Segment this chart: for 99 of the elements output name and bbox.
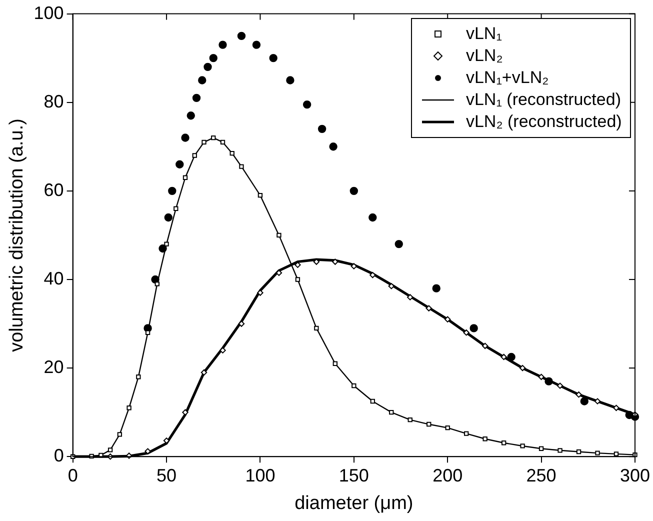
- legend-label: vLN₁ (reconstructed): [466, 88, 621, 111]
- x-tick-label: 250: [526, 465, 556, 486]
- point: [408, 418, 412, 422]
- y-tick-label: 20: [44, 357, 64, 378]
- point: [237, 32, 246, 40]
- point: [482, 342, 488, 349]
- point: [463, 330, 470, 336]
- point: [192, 153, 197, 158]
- point: [136, 374, 141, 380]
- x-tick-label: 300: [620, 465, 650, 486]
- point: [182, 175, 188, 180]
- point: [192, 94, 201, 102]
- point: [164, 213, 172, 222]
- point: [258, 193, 263, 198]
- point: [576, 392, 582, 398]
- y-tick-label: 100: [34, 2, 64, 23]
- y-axis-title: volumetric distribution (a.u.): [6, 118, 28, 352]
- point: [544, 377, 553, 386]
- y-tick-label: 0: [54, 446, 64, 466]
- point: [230, 150, 234, 156]
- point: [556, 382, 564, 389]
- point: [432, 284, 440, 292]
- legend-label: vLN₁: [466, 22, 502, 45]
- point: [238, 320, 245, 327]
- point: [470, 324, 478, 332]
- point: [370, 398, 375, 404]
- point: [352, 383, 356, 388]
- point: [332, 258, 338, 265]
- point: [186, 112, 195, 120]
- point: [164, 242, 169, 246]
- point: [168, 186, 176, 196]
- point: [239, 164, 244, 169]
- point: [576, 449, 582, 454]
- point: [444, 316, 451, 322]
- point: [368, 213, 377, 222]
- point: [558, 448, 562, 453]
- x-tick-label: 200: [432, 465, 463, 486]
- point: [594, 398, 601, 404]
- point: [314, 326, 319, 331]
- point: [614, 452, 619, 456]
- legend-label: vLN₂ (reconstructed): [466, 110, 622, 133]
- point: [501, 440, 506, 446]
- point: [332, 361, 338, 366]
- point: [350, 263, 358, 270]
- point: [318, 124, 326, 134]
- point: [389, 410, 394, 415]
- point: [209, 54, 218, 62]
- point: [126, 406, 132, 410]
- point: [158, 244, 167, 253]
- point: [211, 135, 216, 140]
- point: [580, 397, 588, 406]
- point: [426, 422, 432, 427]
- x-tick-label: 150: [338, 465, 369, 486]
- point: [220, 140, 226, 145]
- point: [204, 62, 212, 72]
- point: [500, 354, 507, 360]
- point: [613, 404, 620, 411]
- x-axis-title: diameter (μm): [294, 492, 414, 514]
- point: [144, 448, 151, 454]
- x-tick-label: 50: [156, 465, 177, 486]
- point: [464, 431, 469, 436]
- point: [302, 100, 312, 109]
- point: [198, 76, 206, 84]
- point: [313, 258, 320, 265]
- point: [108, 448, 113, 452]
- point: [269, 54, 278, 62]
- point: [595, 450, 600, 456]
- x-tick-label: 0: [68, 465, 78, 486]
- point: [482, 436, 488, 442]
- point: [426, 305, 432, 312]
- point: [407, 294, 414, 300]
- point: [329, 142, 338, 151]
- point: [538, 446, 544, 451]
- point: [286, 76, 294, 84]
- point: [276, 232, 282, 238]
- point: [252, 40, 261, 49]
- x-tick-label: 100: [245, 465, 276, 486]
- y-tick-label: 80: [44, 91, 64, 112]
- point: [154, 282, 160, 286]
- legend-label: vLN₁+vLN₂: [466, 66, 549, 89]
- point: [370, 272, 376, 278]
- point: [295, 277, 300, 282]
- point: [117, 432, 122, 437]
- point: [538, 374, 544, 380]
- legend-label: vLN₂: [466, 44, 503, 67]
- point: [519, 364, 526, 372]
- point: [394, 240, 403, 248]
- point: [200, 369, 208, 376]
- point: [520, 444, 525, 448]
- y-tick-label: 60: [44, 180, 64, 200]
- point: [218, 40, 227, 49]
- point: [202, 140, 206, 145]
- point: [181, 134, 190, 142]
- point: [350, 186, 358, 196]
- point: [174, 206, 178, 211]
- point: [445, 425, 450, 430]
- y-tick-label: 40: [44, 268, 64, 288]
- point: [176, 160, 184, 168]
- point: [507, 352, 516, 362]
